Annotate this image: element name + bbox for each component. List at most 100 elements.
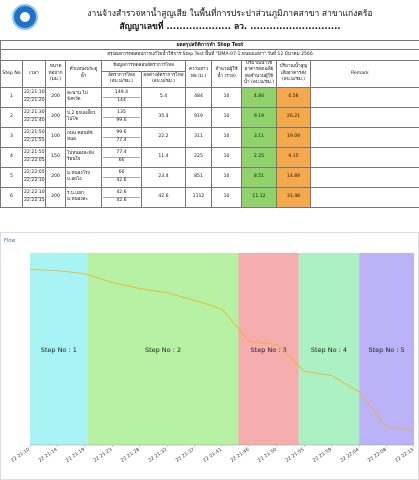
location-cell: ม.หนองโรง บ.อยโง <box>65 166 102 188</box>
diff-cell: 42.6 <box>141 186 186 208</box>
diff-cell: 11.4 <box>141 146 186 168</box>
flow: 149.4 <box>114 90 129 96</box>
loss-cell: 19.09 <box>276 126 311 148</box>
size-cell: 150 <box>45 146 66 168</box>
step-cell: 3 <box>0 126 23 148</box>
used-cell: 2.25 <box>241 146 277 168</box>
users-cell: 10 <box>211 186 242 208</box>
series-label: Flow <box>4 238 15 244</box>
header-title: งานจ้างสำรวจหาน้ำสูญเสีย ในพื้นที่การประ… <box>87 9 373 19</box>
used-cell: 8.51 <box>241 166 277 188</box>
column-header: Step No <box>0 59 23 88</box>
flow: 144 <box>103 96 140 104</box>
users-cell: 10 <box>211 126 242 148</box>
location-cell: ไปหนองสะพังร้อนใจ <box>65 146 102 168</box>
remark-cell <box>309 146 419 168</box>
remark-cell <box>309 86 419 108</box>
table-subtitle: สรุปผลการทดสอบการแก้ไขน้ำใช้การ Step Tes… <box>0 48 419 61</box>
used-cell: 3.11 <box>241 126 277 148</box>
header: งานจ้างสำรวจหาน้ำสูญเสีย ในพื้นที่การประ… <box>0 0 419 36</box>
remark-cell <box>309 126 419 148</box>
step-label: Step No : 5 <box>368 346 404 354</box>
step-band <box>359 253 414 445</box>
remark-cell <box>309 106 419 128</box>
time: 22:21:50 <box>24 130 45 136</box>
column-header: เวลา <box>22 59 46 88</box>
time-cell: 22:21:30 22:21:40 <box>22 106 46 128</box>
step-band <box>30 253 88 445</box>
time: 22:22:05 <box>24 156 45 163</box>
header-row: Step No เวลา ขนาดท่อปาก (มม.) ตำแหน่งประตูน… <box>0 59 419 88</box>
contract-line: สัญญาเลขที่ .................... ลว. ...… <box>119 22 341 32</box>
time: 22:21:40 <box>24 116 45 123</box>
flow-line <box>29 268 415 431</box>
logo <box>12 4 38 30</box>
time-cell: 22:21:55 22:22:05 <box>22 146 46 168</box>
data-row: 6 22:22:10 22:22:15 200 ร.บ.แยก ม.หนองสะ 42.6… <box>0 186 419 208</box>
column-header: จำนวนผู้ใช้น้ำ (ราย) <box>211 59 242 88</box>
flow: 99.6 <box>103 116 140 124</box>
step-cell: 6 <box>0 186 23 208</box>
remark-cell <box>309 186 419 208</box>
step-cell: 2 <box>0 106 23 128</box>
time-cell: 22:21:10 22:21:20 <box>22 86 46 108</box>
data-row: 3 22:21:50 22:21:55 100 ถนน คอนพัช หนอ 99.6 77… <box>0 126 419 148</box>
time: 22:21:55 <box>24 150 45 156</box>
column-header: ผลต่างอัตราการไหล (ลบ.ม/ชม.) <box>141 70 186 88</box>
time-cell: 22:21:50 22:21:55 <box>22 126 46 148</box>
time: 22:22:05 <box>24 170 45 176</box>
flow-cell: 99.6 77.4 <box>101 126 142 148</box>
length-cell: 225 <box>185 146 212 168</box>
step-cell: 5 <box>0 166 23 188</box>
flow: 66 <box>103 156 140 164</box>
flow-cell: 42.6 42.6 <box>101 186 142 208</box>
loss-cell: 14.89 <box>276 166 311 188</box>
diff-cell: 5.4 <box>141 86 186 108</box>
users-cell: 10 <box>211 106 242 128</box>
size-cell: 200 <box>45 86 66 108</box>
size-cell: 200 <box>45 166 66 188</box>
step-label: Step No : 1 <box>41 346 77 354</box>
logo-inner <box>20 12 30 22</box>
users-cell: 10 <box>211 86 242 108</box>
table-wrap: ผลสรุปสถิติการทำ Step Test สรุปผลการทดสอบ… <box>0 40 419 208</box>
step-band <box>238 253 299 445</box>
length-cell: 919 <box>185 106 212 128</box>
time: 22:21:10 <box>24 90 45 96</box>
data-row: 5 22:22:05 22:22:10 200 ม.หนองโรง บ.อยโง 66 42… <box>0 166 419 188</box>
column-header: ปริมาณน้ำใช้อาคารส่งเฉลี่ยต่อจำนวนผู้ใช้… <box>241 59 277 88</box>
flow-cell: 77.4 66 <box>101 146 142 168</box>
data-row: 2 22:21:30 22:21:40 200 ป.2 ยกเลเลี้ยวไปโซ 13… <box>0 106 419 128</box>
users-cell: 10 <box>211 146 242 168</box>
length-cell: 484 <box>185 86 212 108</box>
length-cell: 851 <box>185 166 212 188</box>
subtitle-row: สรุปผลการทดสอบการแก้ไขน้ำใช้การ Step Tes… <box>0 48 419 61</box>
step-test-table: ผลสรุปสถิติการทำ Step Test สรุปผลการทดสอบ… <box>0 40 419 208</box>
time: 22:21:55 <box>24 136 45 143</box>
column-header: อัตราการไหล (ลบ.ม/ชม.) <box>101 70 142 88</box>
flow: 135 <box>117 110 126 116</box>
used-cell: 4.84 <box>241 86 277 108</box>
location-cell: สะพาน ไปจังหวัด <box>65 86 102 108</box>
flow: 77.4 <box>116 150 127 156</box>
used-cell: 11.12 <box>241 186 277 208</box>
flow-cell: 135 99.6 <box>101 106 142 128</box>
time: 22:22:10 <box>24 190 45 196</box>
step-band <box>298 253 360 445</box>
data-row: 1 22:21:10 22:21:20 200 สะพาน ไปจังหวัด 149.4… <box>0 86 419 108</box>
flow: 42.6 <box>103 176 140 184</box>
title-row: ผลสรุปสถิติการทำ Step Test <box>0 40 419 50</box>
step-label: Step No : 2 <box>145 346 181 354</box>
flow: 42.6 <box>103 196 140 204</box>
column-header: ปริมาณน้ำสูญเสียอาคารส่ง (ลบ.ม/ชม.) <box>276 59 311 88</box>
time-cell: 22:22:05 22:22:10 <box>22 166 46 188</box>
step-cell: 4 <box>0 146 23 168</box>
flow-cell: 66 42.6 <box>101 166 142 188</box>
table-title: ผลสรุปสถิติการทำ Step Test <box>0 40 419 50</box>
column-header: Remark <box>309 59 419 88</box>
location-cell: ป.2 ยกเลเลี้ยวไปโซ <box>65 106 102 128</box>
flow: 77.4 <box>103 136 140 144</box>
location-cell: ถนน คอนพัช หนอ <box>65 126 102 148</box>
column-header: ความยาวท่อ (ม.) <box>185 59 212 88</box>
